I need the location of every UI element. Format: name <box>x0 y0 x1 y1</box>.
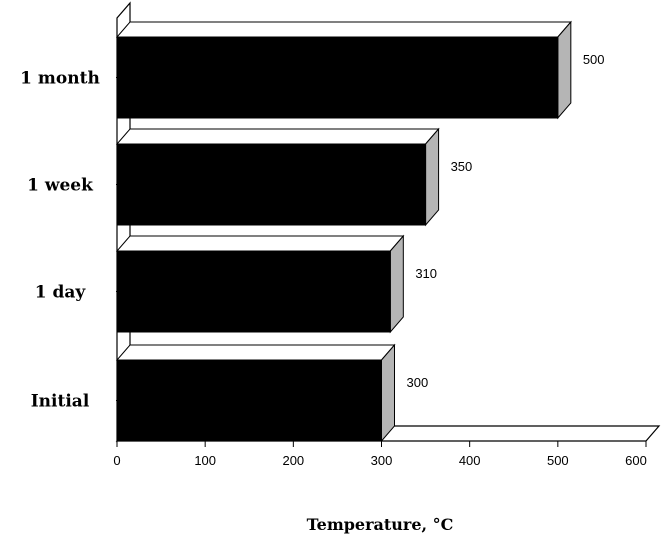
bar <box>115 20 572 120</box>
x-tick-label: 100 <box>194 453 216 468</box>
category-label: 1 week <box>27 176 94 196</box>
category-label: 1 day <box>35 283 87 303</box>
data-label: 350 <box>451 159 473 174</box>
bar <box>115 234 405 334</box>
category-label: 1 month <box>20 69 100 89</box>
x-axis: 0 100 200 300 400 500 600 <box>113 441 647 468</box>
x-axis-title: Temperature, °C <box>307 515 454 534</box>
bar <box>115 343 396 443</box>
bar-front-face <box>116 36 559 119</box>
bar-front-face <box>116 250 391 333</box>
data-label: 500 <box>583 52 605 67</box>
bar-side-face <box>381 343 395 443</box>
x-tick-label: 600 <box>625 453 647 468</box>
category-label: Initial <box>31 392 90 412</box>
bar <box>115 127 440 227</box>
bar-side-face <box>425 127 440 227</box>
bars-group: 500 350 310 300 <box>115 20 605 443</box>
data-label: 300 <box>407 375 429 390</box>
bar-top-face <box>115 235 405 252</box>
bar-front-face <box>116 143 427 226</box>
bar-front-face <box>116 359 382 442</box>
bar-top-face <box>115 21 572 38</box>
bar-top-face <box>115 128 440 145</box>
category-axis: 1 month 1 week 1 day Initial <box>20 69 121 412</box>
data-label: 310 <box>415 266 437 281</box>
x-tick-label: 200 <box>282 453 304 468</box>
x-tick-label: 300 <box>371 453 393 468</box>
bar-side-face <box>389 234 404 334</box>
x-tick-label: 500 <box>547 453 569 468</box>
x-tick-label: 400 <box>459 453 481 468</box>
x-tick-label: 0 <box>113 453 120 468</box>
bar-top-face <box>115 344 396 361</box>
bar-side-face <box>557 20 572 120</box>
